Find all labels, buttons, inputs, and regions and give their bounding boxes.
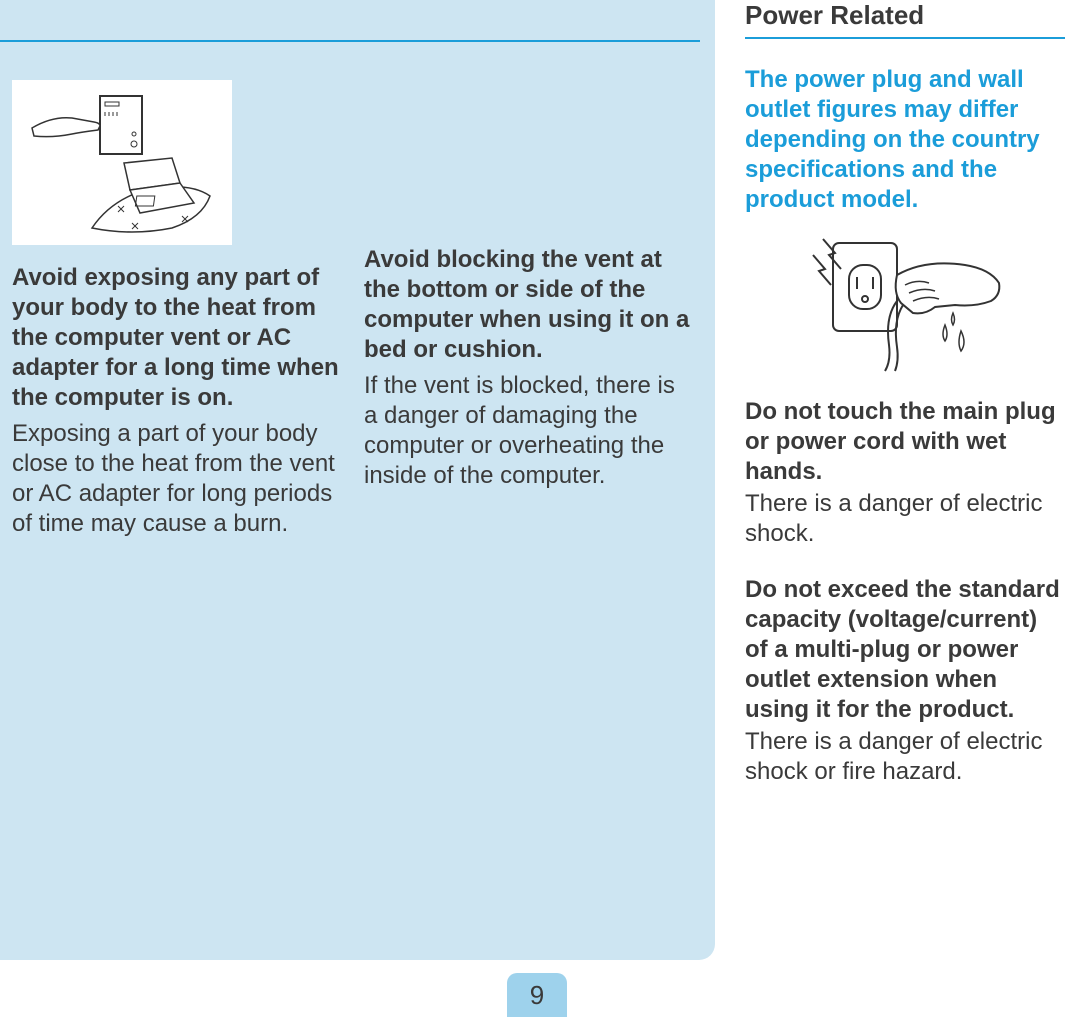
col1-body: Exposing a part of your body close to th… bbox=[12, 419, 342, 539]
col2-body: If the vent is blocked, there is a dange… bbox=[364, 371, 694, 491]
right-divider-rule bbox=[745, 37, 1065, 39]
manual-page: Avoid exposing any part of your body to … bbox=[0, 0, 1074, 1017]
left-divider-rule bbox=[0, 40, 700, 42]
capacity-body: There is a danger of electric shock or f… bbox=[745, 727, 1065, 787]
page-number-tab: 9 bbox=[507, 973, 567, 1017]
col1-heading: Avoid exposing any part of your body to … bbox=[12, 263, 342, 413]
capacity-block: Do not exceed the standard capacity (vol… bbox=[745, 575, 1065, 787]
power-plug-note: The power plug and wall outlet figures m… bbox=[745, 65, 1065, 215]
wet-hands-block: Do not touch the main plug or power cord… bbox=[745, 397, 1065, 549]
left-columns: Avoid exposing any part of your body to … bbox=[12, 80, 697, 539]
left-column-2: Avoid blocking the vent at the bottom or… bbox=[364, 80, 694, 539]
power-related-title: Power Related bbox=[745, 0, 1065, 31]
page-number: 9 bbox=[530, 980, 544, 1011]
wet-hands-heading: Do not touch the main plug or power cord… bbox=[745, 397, 1065, 487]
computer-heat-illustration bbox=[12, 80, 232, 245]
left-safety-panel: Avoid exposing any part of your body to … bbox=[0, 0, 715, 960]
right-power-panel: Power Related The power plug and wall ou… bbox=[745, 0, 1065, 960]
wet-hands-outlet-illustration bbox=[805, 235, 1005, 375]
wet-hands-body: There is a danger of electric shock. bbox=[745, 489, 1065, 549]
col2-heading: Avoid blocking the vent at the bottom or… bbox=[364, 245, 694, 365]
capacity-heading: Do not exceed the standard capacity (vol… bbox=[745, 575, 1065, 725]
left-column-1: Avoid exposing any part of your body to … bbox=[12, 80, 342, 539]
